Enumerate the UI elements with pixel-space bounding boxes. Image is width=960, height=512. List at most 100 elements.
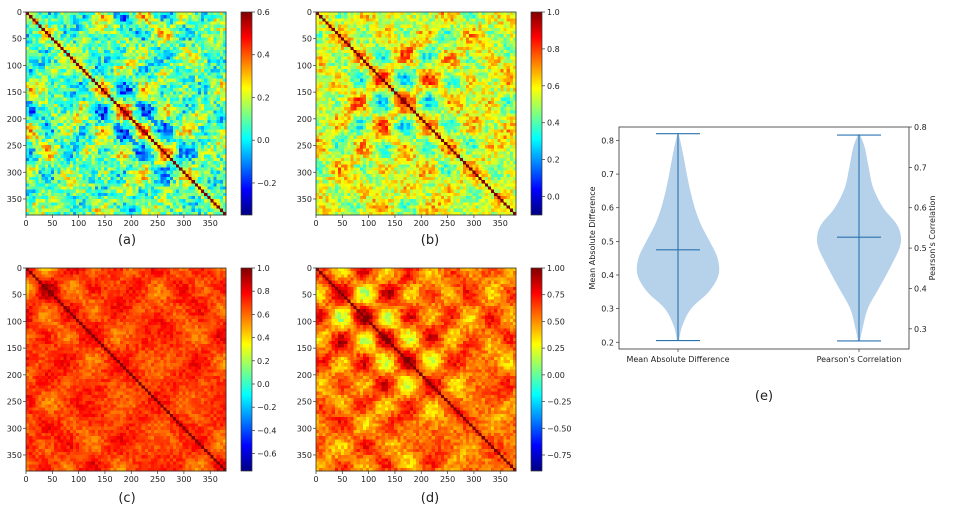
heatmap-cell <box>185 75 189 79</box>
heatmap-cell <box>166 88 171 92</box>
heatmap-cell <box>334 97 339 102</box>
heatmap-cell <box>185 205 189 209</box>
heatmap-cell <box>204 103 208 108</box>
heatmap-cell <box>66 142 71 146</box>
heatmap-cell <box>63 170 67 175</box>
heatmap-cell <box>172 43 177 48</box>
heatmap-cell <box>76 157 80 162</box>
heatmap-cell <box>194 173 199 178</box>
heatmap-cell <box>113 164 117 168</box>
heatmap-cell <box>88 110 92 114</box>
heatmap-cell <box>132 110 136 114</box>
heatmap-cell <box>151 65 155 70</box>
heatmap-cell <box>82 211 86 216</box>
heatmap-cell <box>129 110 133 114</box>
heatmap-cell <box>207 192 211 197</box>
heatmap-cell <box>29 202 33 206</box>
heatmap-cell <box>72 167 77 171</box>
heatmap-cell <box>57 192 61 197</box>
heatmap-cell <box>325 100 329 105</box>
heatmap-cell <box>154 46 158 51</box>
heatmap-cell <box>163 59 167 64</box>
heatmap-cell <box>182 12 186 16</box>
heatmap-cell <box>469 27 473 32</box>
heatmap-cell <box>216 100 221 105</box>
heatmap-cell <box>160 145 164 149</box>
heatmap-cell <box>185 37 189 41</box>
heatmap-cell <box>366 31 370 35</box>
heatmap-cell <box>66 180 71 184</box>
x-tick-label: 150 <box>97 219 112 228</box>
heatmap-cell <box>126 135 130 140</box>
heatmap-cell <box>47 164 52 168</box>
heatmap-cell <box>176 123 180 127</box>
heatmap-cell <box>113 84 117 89</box>
heatmap-cell <box>210 154 214 159</box>
heatmap-cell <box>204 94 208 98</box>
heatmap-cell <box>66 37 71 41</box>
heatmap-cell <box>116 12 121 16</box>
heatmap-cell <box>54 69 58 73</box>
heatmap-cell <box>151 46 155 51</box>
heatmap-cell <box>57 126 61 130</box>
heatmap-cell <box>72 154 77 159</box>
heatmap-cell <box>116 180 121 184</box>
heatmap-cell <box>66 161 71 165</box>
heatmap-cell <box>110 138 114 143</box>
heatmap-cell <box>32 81 36 86</box>
heatmap-cell <box>147 119 152 124</box>
heatmap-cell <box>191 91 196 95</box>
heatmap-cell <box>91 46 96 51</box>
heatmap-cell <box>160 50 164 54</box>
heatmap-cell <box>434 12 439 16</box>
heatmap-cell <box>194 113 199 117</box>
heatmap-cell <box>319 34 323 38</box>
heatmap-cell <box>154 59 158 64</box>
heatmap-cell <box>147 180 152 184</box>
heatmap-cell <box>35 97 39 102</box>
heatmap-cell <box>441 21 445 25</box>
heatmap-cell <box>54 170 58 175</box>
heatmap-cell <box>166 173 171 178</box>
heatmap-cell <box>341 24 345 29</box>
heatmap-cell <box>372 21 376 25</box>
heatmap-cell <box>316 148 320 152</box>
heatmap-cell <box>154 202 158 206</box>
heatmap-cell <box>122 34 127 38</box>
heatmap-cell <box>347 12 351 16</box>
heatmap-cell <box>194 100 199 105</box>
heatmap-cell <box>104 176 108 181</box>
heatmap-cell <box>204 78 208 83</box>
heatmap-cell <box>66 110 71 114</box>
heatmap-cell <box>138 180 142 184</box>
heatmap-cell <box>41 56 46 60</box>
heatmap-cell <box>462 31 467 35</box>
heatmap-cell <box>328 154 332 159</box>
heatmap-cell <box>76 34 80 38</box>
heatmap-cell <box>166 75 171 79</box>
heatmap-cell <box>116 183 121 187</box>
heatmap-cell <box>204 50 208 54</box>
heatmap-cell <box>163 50 167 54</box>
heatmap-cell <box>197 116 202 121</box>
heatmap-cell <box>191 208 196 213</box>
heatmap-cell <box>322 170 326 175</box>
heatmap-cell <box>144 205 149 209</box>
heatmap-cell <box>176 15 180 19</box>
heatmap-cell <box>450 27 454 32</box>
heatmap-cell <box>144 50 149 54</box>
heatmap-cell <box>79 97 83 102</box>
heatmap-cell <box>63 72 67 76</box>
heatmap-cell <box>216 116 221 121</box>
heatmap-cell <box>334 12 339 16</box>
heatmap-cell <box>169 69 174 73</box>
heatmap-cell <box>322 100 326 105</box>
heatmap-cell <box>219 78 224 83</box>
heatmap-cell <box>362 27 367 32</box>
heatmap-cell <box>122 72 127 76</box>
heatmap-cell <box>154 145 158 149</box>
heatmap-cell <box>163 170 167 175</box>
heatmap-cell <box>503 31 507 35</box>
heatmap-cell <box>197 100 202 105</box>
heatmap-cell <box>331 78 336 83</box>
